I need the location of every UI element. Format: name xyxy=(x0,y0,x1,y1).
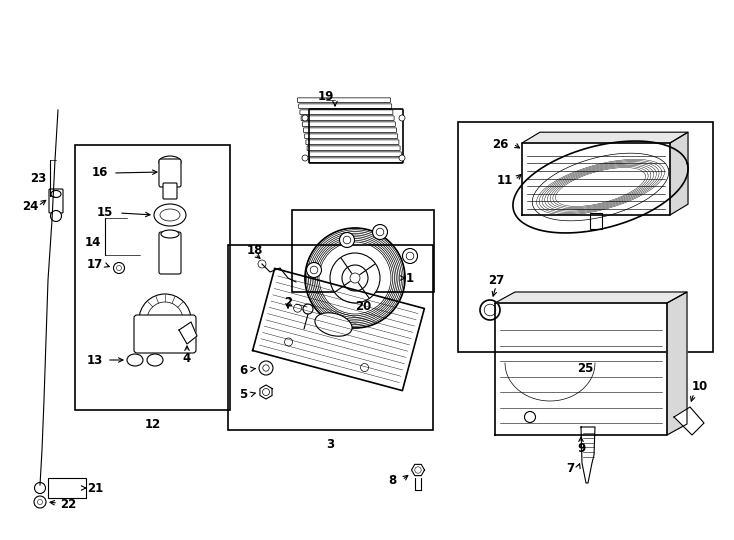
FancyBboxPatch shape xyxy=(297,98,390,103)
Ellipse shape xyxy=(161,230,179,238)
Circle shape xyxy=(285,338,293,346)
Text: 15: 15 xyxy=(97,206,113,219)
Polygon shape xyxy=(179,322,197,344)
Circle shape xyxy=(263,388,269,395)
Bar xyxy=(590,213,602,229)
Circle shape xyxy=(34,496,46,508)
Text: 27: 27 xyxy=(488,273,504,287)
Circle shape xyxy=(147,302,183,338)
Ellipse shape xyxy=(159,156,181,168)
Circle shape xyxy=(303,304,313,314)
Ellipse shape xyxy=(147,354,163,366)
Text: 3: 3 xyxy=(327,437,335,450)
Text: 23: 23 xyxy=(30,172,46,185)
Polygon shape xyxy=(522,132,688,143)
Circle shape xyxy=(377,228,384,236)
Ellipse shape xyxy=(315,313,352,336)
Circle shape xyxy=(415,467,421,473)
Ellipse shape xyxy=(51,191,61,198)
Text: 10: 10 xyxy=(692,381,708,394)
Bar xyxy=(292,210,434,292)
Text: 9: 9 xyxy=(577,442,585,456)
FancyBboxPatch shape xyxy=(302,122,396,126)
FancyBboxPatch shape xyxy=(134,315,196,353)
Text: 26: 26 xyxy=(492,138,508,151)
Circle shape xyxy=(399,155,405,161)
Circle shape xyxy=(294,304,302,312)
FancyBboxPatch shape xyxy=(299,104,392,109)
Text: 17: 17 xyxy=(87,259,103,272)
Text: 22: 22 xyxy=(60,498,76,511)
FancyBboxPatch shape xyxy=(163,183,177,199)
Text: 12: 12 xyxy=(145,417,161,430)
FancyBboxPatch shape xyxy=(310,158,402,163)
Text: 19: 19 xyxy=(318,91,334,104)
Circle shape xyxy=(330,253,380,303)
Circle shape xyxy=(139,294,191,346)
Circle shape xyxy=(307,262,321,278)
Text: 13: 13 xyxy=(87,354,103,367)
Text: 11: 11 xyxy=(497,173,513,186)
Text: 5: 5 xyxy=(239,388,247,402)
Polygon shape xyxy=(581,427,595,483)
Circle shape xyxy=(484,304,495,316)
Bar xyxy=(458,122,713,352)
Bar xyxy=(48,478,86,498)
Circle shape xyxy=(406,252,414,260)
FancyBboxPatch shape xyxy=(306,140,399,145)
Text: 4: 4 xyxy=(183,352,191,365)
Circle shape xyxy=(302,155,308,161)
Polygon shape xyxy=(670,132,688,215)
Circle shape xyxy=(51,211,62,221)
FancyBboxPatch shape xyxy=(307,146,400,151)
FancyBboxPatch shape xyxy=(305,134,398,138)
Circle shape xyxy=(344,236,351,244)
Polygon shape xyxy=(495,292,687,303)
Text: 8: 8 xyxy=(388,474,396,487)
Circle shape xyxy=(114,262,125,273)
Circle shape xyxy=(37,500,43,504)
FancyBboxPatch shape xyxy=(301,116,394,120)
Text: 21: 21 xyxy=(87,482,103,495)
Circle shape xyxy=(263,365,269,371)
Circle shape xyxy=(350,273,360,283)
Ellipse shape xyxy=(154,204,186,226)
Circle shape xyxy=(302,115,308,121)
Text: 25: 25 xyxy=(578,361,594,375)
Polygon shape xyxy=(674,407,704,435)
Circle shape xyxy=(525,411,536,422)
Circle shape xyxy=(342,265,368,291)
Bar xyxy=(75,145,230,410)
Circle shape xyxy=(480,300,500,320)
Circle shape xyxy=(310,266,318,274)
Ellipse shape xyxy=(160,209,180,221)
Text: 1: 1 xyxy=(406,272,414,285)
Bar xyxy=(228,245,433,430)
Circle shape xyxy=(34,483,46,494)
FancyBboxPatch shape xyxy=(300,110,393,114)
Text: 2: 2 xyxy=(284,295,292,308)
FancyBboxPatch shape xyxy=(159,232,181,274)
FancyBboxPatch shape xyxy=(49,189,63,213)
Circle shape xyxy=(372,225,388,240)
Text: 24: 24 xyxy=(22,199,38,213)
Circle shape xyxy=(117,266,122,271)
Circle shape xyxy=(360,363,368,372)
FancyBboxPatch shape xyxy=(159,159,181,187)
Circle shape xyxy=(399,115,405,121)
FancyBboxPatch shape xyxy=(303,128,396,132)
FancyBboxPatch shape xyxy=(308,152,401,157)
Circle shape xyxy=(402,248,418,264)
Circle shape xyxy=(258,260,266,268)
Text: 6: 6 xyxy=(239,363,247,376)
Text: 20: 20 xyxy=(355,300,371,313)
Text: 18: 18 xyxy=(247,244,264,256)
Circle shape xyxy=(340,233,355,247)
Text: 7: 7 xyxy=(566,462,574,475)
Polygon shape xyxy=(667,292,687,435)
Text: 14: 14 xyxy=(85,237,101,249)
Circle shape xyxy=(259,361,273,375)
Text: 16: 16 xyxy=(92,166,108,179)
Ellipse shape xyxy=(127,354,143,366)
